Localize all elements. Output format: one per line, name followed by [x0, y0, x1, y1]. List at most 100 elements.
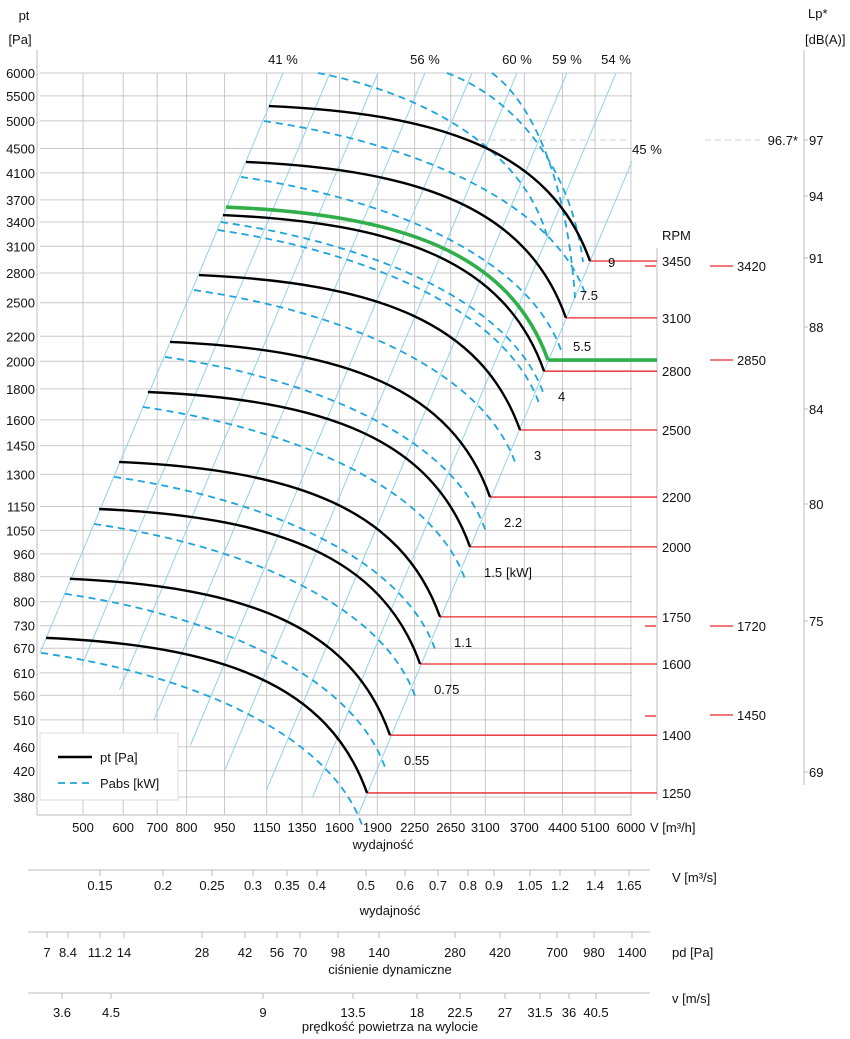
y-tick-label: 1300: [6, 467, 35, 482]
rpm-label: 3100: [662, 311, 691, 326]
y-tick-label: 1150: [7, 499, 35, 514]
power-curve: [217, 229, 541, 407]
power-curve: [64, 592, 387, 771]
secondary-rpm-label: 1720: [737, 619, 766, 634]
power-label: 1.1: [454, 635, 472, 650]
fan-curve: [119, 460, 442, 618]
secondary-tick-label: 3.6: [53, 1005, 71, 1020]
y-tick-label: 2500: [6, 296, 35, 311]
lp-axis-title: Lp*: [808, 6, 828, 21]
efficiency-line: [224, 72, 518, 771]
lp-tick-label: 84: [809, 402, 823, 417]
labels: pt[Pa]6000550050004500410037003400310028…: [6, 6, 845, 1034]
efficiency-label: 41 %: [268, 52, 298, 67]
x-tick-label: 950: [214, 820, 236, 835]
x-axis-title: wydajność: [352, 837, 414, 852]
fan-curve: [222, 213, 546, 372]
rpm-label: 2500: [662, 423, 691, 438]
y-tick-label: 1600: [6, 413, 35, 428]
efficiency-line: [266, 72, 568, 791]
lp-axis-unit: [dB(A)]: [805, 32, 845, 47]
fan-curve: [169, 340, 492, 498]
secondary-axis-unit: pd [Pa]: [672, 945, 713, 960]
y-tick-label: 560: [13, 688, 35, 703]
x-tick-label: 3700: [510, 820, 539, 835]
y-tick-label: 6000: [6, 66, 35, 81]
y-tick-label: 1050: [6, 523, 35, 538]
legend-pabs-label: Pabs [kW]: [100, 776, 159, 791]
lp-tick-label: 88: [809, 320, 823, 335]
x-tick-label: 2250: [400, 820, 429, 835]
secondary-tick-label: 0.6: [396, 878, 414, 893]
secondary-tick-label: 0.8: [459, 878, 477, 893]
efficiency-line: [39, 72, 284, 654]
rpm-label: 2800: [662, 364, 691, 379]
x-tick-label: 5100: [581, 820, 610, 835]
power-label: 1.5: [484, 565, 502, 580]
y-tick-label: 5000: [6, 114, 35, 129]
y-tick-label: 380: [13, 790, 35, 805]
power-label: 4: [558, 389, 565, 404]
power-curve: [142, 406, 467, 583]
secondary-tick-label: 1.2: [551, 878, 569, 893]
secondary-tick-label: 0.4: [308, 878, 326, 893]
secondary-tick-label: 1.05: [517, 878, 542, 893]
efficiency-line: [357, 161, 633, 816]
secondary-tick-label: 0.25: [199, 878, 224, 893]
y-tick-label: 800: [13, 595, 35, 610]
secondary-tick-label: 1400: [618, 945, 647, 960]
lp-tick-label: 75: [809, 614, 823, 629]
y-tick-label: 510: [13, 713, 35, 728]
secondary-tick-label: 56: [270, 945, 284, 960]
efficiency-label: 59 %: [552, 52, 582, 67]
power-curve: [446, 72, 584, 263]
y-tick-label: 880: [13, 570, 35, 585]
power-label: 0.75: [434, 682, 459, 697]
power-label: 0.55: [404, 753, 429, 768]
x-tick-label: 600: [112, 820, 134, 835]
y-tick-label: 3400: [6, 215, 35, 230]
y-tick-label: 960: [13, 547, 35, 562]
y-tick-label: 3100: [6, 239, 35, 254]
x-tick-label: 1900: [363, 820, 392, 835]
power-curve: [113, 476, 437, 653]
y-tick-label: 3700: [6, 193, 35, 208]
y-tick-label: 460: [13, 740, 35, 755]
efficiency-lines: [39, 72, 633, 816]
power-curve: [317, 72, 549, 241]
y-tick-label: 610: [13, 666, 35, 681]
fan-curve: [46, 636, 369, 794]
secondary-tick-label: 98: [331, 945, 345, 960]
efficiency-label: 60 %: [502, 52, 532, 67]
power-label: 3: [534, 448, 541, 463]
secondary-tick-label: 11.2: [88, 945, 112, 960]
efficiency-label: 56 %: [410, 52, 440, 67]
rpm-label: 1250: [662, 786, 691, 801]
lp-tick-label: 97: [809, 133, 823, 148]
x-tick-label: 700: [146, 820, 168, 835]
secondary-tick-label: 1.65: [616, 878, 641, 893]
secondary-tick-label: 70: [293, 945, 307, 960]
y-tick-label: 1800: [6, 382, 35, 397]
power-curves: [40, 72, 587, 829]
secondary-tick-label: 0.15: [87, 878, 112, 893]
secondary-rpm-label: 1450: [737, 708, 766, 723]
power-unit-label: [kW]: [506, 565, 532, 580]
efficiency-line: [153, 72, 426, 721]
rpm-lines: [367, 260, 733, 794]
secondary-tick-label: 31.5: [527, 1005, 552, 1020]
secondary-tick-label: 0.2: [154, 878, 172, 893]
lp-tick-label: 94: [809, 189, 823, 204]
secondary-axis-title: ciśnienie dynamiczne: [328, 962, 452, 977]
x-tick-label: 1150: [253, 820, 281, 835]
secondary-rpm-label: 3420: [737, 259, 766, 274]
rpm-label: 2200: [662, 490, 691, 505]
y-tick-label: 4500: [6, 141, 35, 156]
secondary-tick-label: 9: [259, 1005, 266, 1020]
power-curve: [220, 221, 545, 396]
rpm-label: 1600: [662, 657, 691, 672]
secondary-tick-label: 22.5: [447, 1005, 472, 1020]
y-tick-label: 2000: [6, 354, 35, 369]
secondary-axis-unit: v [m/s]: [672, 991, 710, 1006]
legend-pt-label: pt [Pa]: [100, 750, 138, 765]
